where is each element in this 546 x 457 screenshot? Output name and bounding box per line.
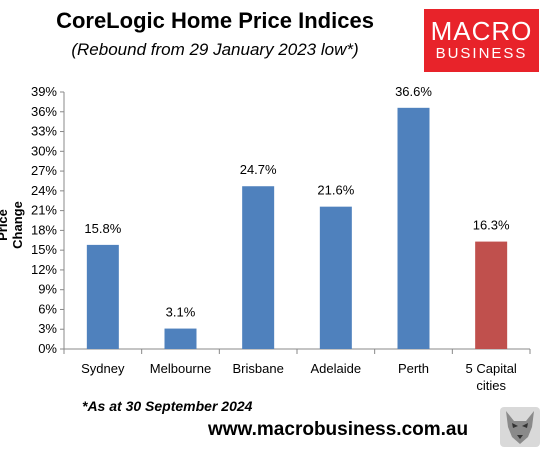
footnote: *As at 30 September 2024	[82, 398, 253, 414]
logo-line-1: MACRO	[430, 16, 533, 46]
data-label: 15.8%	[84, 221, 121, 236]
data-label: 3.1%	[166, 305, 196, 320]
y-tick-label: 21%	[31, 203, 57, 218]
chart-subtitle: (Rebound from 29 January 2023 low*)	[71, 40, 359, 59]
y-tick-label: 39%	[31, 84, 57, 99]
y-tick-label: 24%	[31, 183, 57, 198]
y-tick-label: 36%	[31, 104, 57, 119]
bar-perth	[397, 107, 430, 349]
x-tick-label: Brisbane	[233, 361, 284, 376]
data-label: 24.7%	[240, 162, 277, 177]
x-tick-label: Sydney	[81, 361, 125, 376]
macrobusiness-logo: MACRO BUSINESS	[424, 9, 539, 72]
y-tick-label: 18%	[31, 222, 57, 237]
x-tick-label: Adelaide	[311, 361, 362, 376]
x-tick-label: 5 Capital cities	[466, 361, 517, 393]
y-tick-label: 15%	[31, 242, 57, 257]
y-tick-label: 30%	[31, 143, 57, 158]
y-tick-label: 33%	[31, 124, 57, 139]
y-tick-label: 12%	[31, 262, 57, 277]
website-url[interactable]: www.macrobusiness.com.au	[208, 419, 469, 440]
wolf-icon	[500, 407, 540, 447]
y-tick-label: 27%	[31, 163, 57, 178]
data-label: 36.6%	[395, 84, 432, 99]
bar-chart: 0% 3% 6% 9% 12% 15% 18% 21% 24% 27% 30% 33% 36% 39% 15…	[31, 84, 531, 393]
bar-melbourne	[164, 328, 197, 349]
x-tick-label: Melbourne	[150, 361, 211, 376]
y-tick-label: 3%	[38, 321, 57, 336]
data-label: 21.6%	[317, 183, 354, 198]
y-tick-label: 6%	[38, 301, 57, 316]
bar-sydney	[86, 244, 119, 349]
y-tick-label: 9%	[38, 282, 57, 297]
bar-adelaide	[319, 206, 352, 349]
logo-line-2: BUSINESS	[435, 45, 528, 62]
x-tick-label: Perth	[398, 361, 429, 376]
bar-brisbane	[242, 186, 275, 349]
data-label: 16.3%	[473, 218, 510, 233]
y-tick-label: 0%	[38, 341, 57, 356]
bar-5-capital-cities	[475, 241, 508, 349]
chart-title: CoreLogic Home Price Indices	[56, 8, 374, 33]
